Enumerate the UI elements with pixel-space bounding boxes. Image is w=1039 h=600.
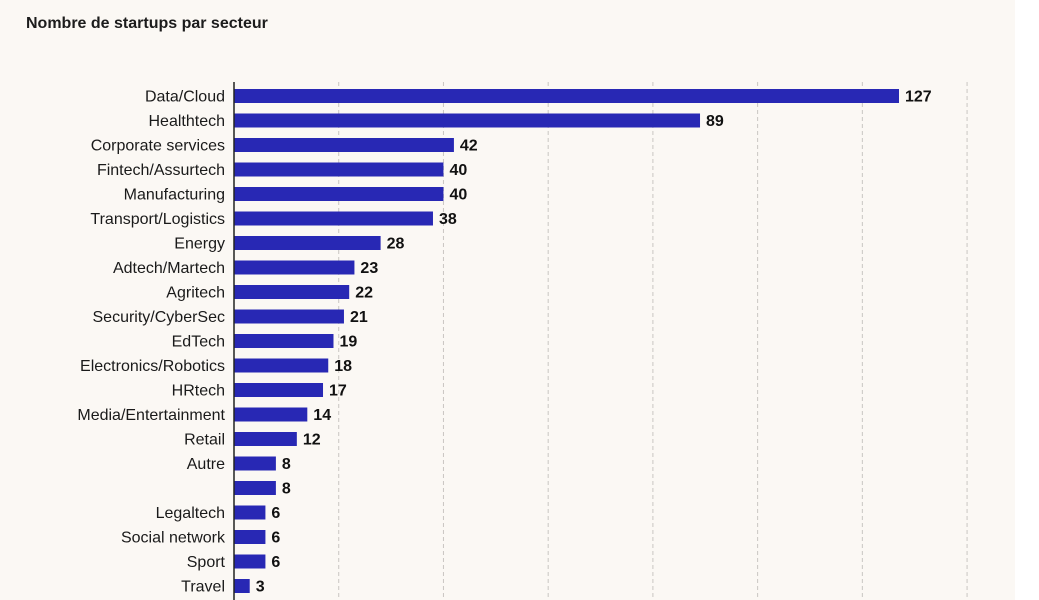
bar <box>234 138 454 152</box>
value-label: 14 <box>313 407 331 424</box>
value-label: 40 <box>449 162 467 179</box>
value-label: 89 <box>706 113 724 130</box>
bar <box>234 211 433 226</box>
value-label: 3 <box>256 579 265 596</box>
bar <box>234 554 266 569</box>
labels: Data/Cloud 127 Healthtech 89 Corporate servi… <box>77 89 931 596</box>
bar <box>234 579 250 593</box>
value-label: 38 <box>439 211 457 228</box>
value-label: 8 <box>282 456 291 473</box>
bar <box>234 432 297 446</box>
category-label: Corporate services <box>91 138 225 155</box>
category-label: HRtech <box>172 383 225 400</box>
category-label: Social network <box>121 530 226 547</box>
bar <box>234 113 701 128</box>
value-label: 42 <box>460 138 478 155</box>
category-label: Manufacturing <box>124 187 225 204</box>
bar <box>234 309 344 324</box>
value-label: 127 <box>905 89 932 106</box>
bar <box>234 89 899 103</box>
bar <box>234 505 266 520</box>
value-label: 21 <box>350 309 368 326</box>
bar <box>234 530 266 544</box>
category-label: Healthtech <box>149 113 226 130</box>
category-label: Adtech/Martech <box>113 260 225 277</box>
category-label: Travel <box>181 579 225 596</box>
category-label: Legaltech <box>156 505 225 522</box>
category-label: Agritech <box>166 285 225 302</box>
grid-lines <box>338 82 968 600</box>
bar <box>234 358 329 373</box>
category-label: Media/Entertainment <box>77 407 225 424</box>
category-label: Transport/Logistics <box>90 211 225 228</box>
category-label: Security/CyberSec <box>93 309 226 326</box>
value-label: 8 <box>282 481 291 498</box>
value-label: 6 <box>271 530 280 547</box>
value-label: 28 <box>387 236 405 253</box>
value-label: 6 <box>271 505 280 522</box>
category-label: Autre <box>187 456 225 473</box>
category-label: Energy <box>174 236 225 253</box>
chart-title: Nombre de startups par secteur <box>26 15 268 32</box>
value-label: 22 <box>355 285 373 302</box>
bar <box>234 236 381 250</box>
bar <box>234 187 444 201</box>
bar <box>234 334 334 348</box>
value-label: 17 <box>329 383 347 400</box>
category-label: Fintech/Assurtech <box>97 162 225 179</box>
bar <box>234 456 276 471</box>
value-label: 19 <box>339 334 357 351</box>
bar <box>234 481 276 495</box>
bar <box>234 162 444 177</box>
bar <box>234 260 355 275</box>
category-label: Retail <box>184 432 225 449</box>
category-label: EdTech <box>172 334 225 351</box>
value-label: 40 <box>449 187 467 204</box>
value-label: 6 <box>271 554 280 571</box>
value-label: 12 <box>303 432 321 449</box>
bar <box>234 383 324 397</box>
bar <box>234 285 350 299</box>
value-label: 23 <box>360 260 378 277</box>
category-label: Sport <box>187 554 226 571</box>
category-label: Electronics/Robotics <box>80 358 225 375</box>
category-label: Data/Cloud <box>145 89 225 106</box>
value-label: 18 <box>334 358 352 375</box>
bar <box>234 407 308 422</box>
bars <box>234 89 899 593</box>
